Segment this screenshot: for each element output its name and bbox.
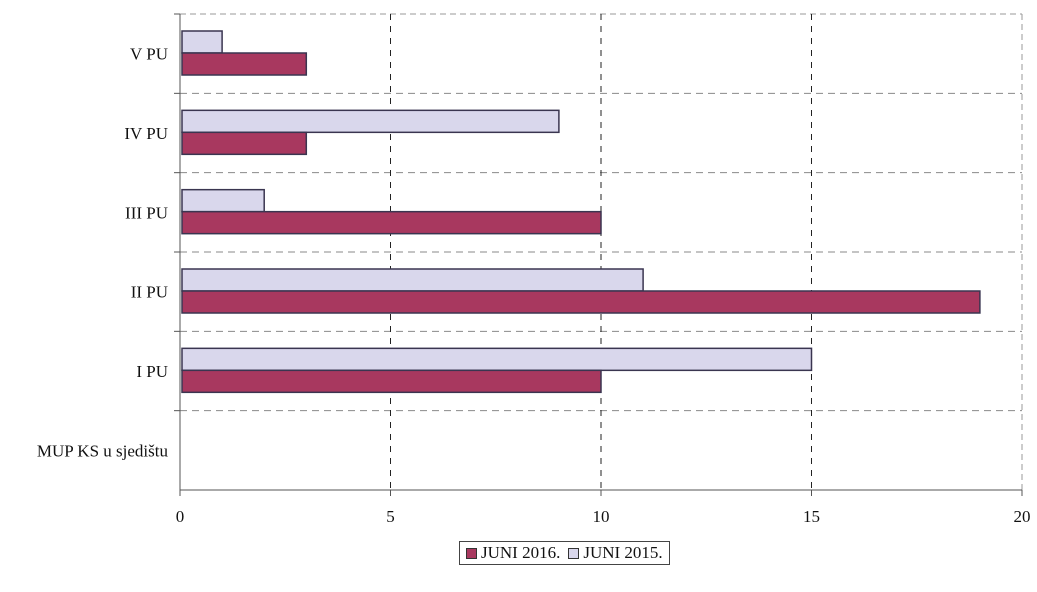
axes — [179, 14, 1022, 491]
bar-juni-2016 — [181, 290, 981, 314]
y-category-label: MUP KS u sjedištu — [37, 441, 169, 460]
y-category-label: V PU — [130, 45, 168, 64]
legend-item-2015: JUNI 2015. — [568, 543, 663, 563]
legend-item-2016: JUNI 2016. — [466, 543, 560, 563]
y-category-label: III PU — [125, 203, 168, 222]
bar-juni-2015 — [181, 347, 813, 372]
legend-label-2016: JUNI 2016. — [481, 543, 561, 562]
legend-label-2015: JUNI 2015. — [583, 543, 663, 562]
bars — [181, 30, 981, 394]
bar-juni-2015 — [181, 188, 265, 213]
bar-juni-2015 — [181, 268, 644, 292]
y-category-label: IV PU — [124, 124, 168, 143]
gridlines — [174, 13, 1023, 496]
bar-juni-2016 — [181, 369, 602, 394]
x-tick-label: 0 — [176, 507, 185, 526]
y-category-label: II PU — [131, 283, 168, 302]
legend: JUNI 2016. JUNI 2015. — [459, 541, 670, 565]
bar-juni-2016 — [181, 131, 308, 156]
bar-juni-2016 — [181, 52, 308, 76]
legend-swatch-2016 — [466, 547, 477, 559]
bar-juni-2015 — [181, 109, 560, 134]
x-tick-label: 5 — [386, 507, 395, 526]
bar-juni-2015 — [181, 30, 223, 54]
y-category-label: I PU — [136, 362, 168, 381]
bar-juni-2016 — [181, 210, 602, 235]
legend-swatch-2015 — [568, 547, 580, 559]
x-tick-label: 20 — [1014, 507, 1031, 526]
x-tick-label: 15 — [803, 507, 820, 526]
x-tick-label: 10 — [593, 507, 610, 526]
axis-labels: 0 5 10 15 20 V PU IV PU III PU II PU I PU MUP KS u… — [37, 45, 1031, 526]
